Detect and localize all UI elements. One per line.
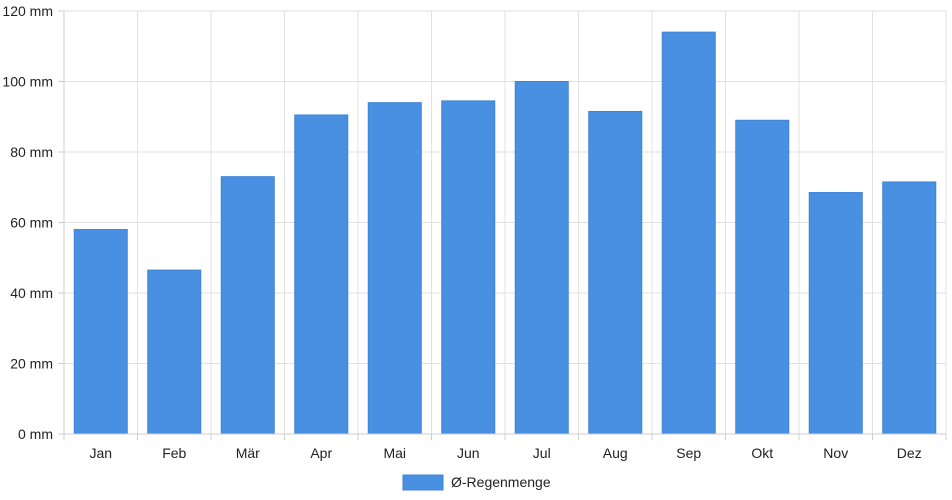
y-tick-label: 20 mm	[10, 356, 53, 372]
chart-legend[interactable]: Ø-Regenmenge	[402, 474, 551, 491]
bar-dez[interactable]	[882, 181, 937, 435]
bar-okt[interactable]	[735, 119, 790, 435]
bar-jan[interactable]	[73, 229, 128, 435]
y-tick-label: 100 mm	[2, 74, 53, 90]
x-tick-label: Aug	[603, 445, 628, 461]
x-tick-label: Apr	[310, 445, 332, 461]
bar-jun[interactable]	[441, 100, 496, 435]
x-tick-label: Dez	[897, 445, 922, 461]
x-tick-label: Jan	[89, 445, 112, 461]
x-tick-label: Jun	[457, 445, 480, 461]
legend-label: Ø-Regenmenge	[451, 474, 551, 490]
y-tick-label: 0 mm	[18, 426, 53, 442]
y-tick-label: 40 mm	[10, 285, 53, 301]
bar-series	[73, 31, 937, 435]
x-tick-label: Sep	[676, 445, 701, 461]
x-tick-label: Mär	[236, 445, 260, 461]
x-tick-label: Mai	[383, 445, 406, 461]
y-tick-label: 80 mm	[10, 144, 53, 160]
bar-jul[interactable]	[514, 81, 569, 435]
x-tick-label: Nov	[823, 445, 848, 461]
chart-grid	[64, 10, 947, 434]
chart-axes: 0 mm 20 mm 40 mm 60 mm 80 mm 100 mm 120 mm Jan F…	[2, 3, 947, 461]
bar-aug[interactable]	[588, 110, 643, 435]
bar-nov[interactable]	[808, 192, 863, 435]
y-tick-label: 120 mm	[2, 3, 53, 19]
bar-mär[interactable]	[220, 176, 275, 435]
bar-mai[interactable]	[367, 102, 422, 435]
bar-sep[interactable]	[661, 31, 716, 435]
x-tick-label: Jul	[533, 445, 551, 461]
bar-feb[interactable]	[147, 269, 202, 435]
legend-swatch	[402, 474, 444, 491]
x-tick-label: Feb	[162, 445, 186, 461]
x-tick-label: Okt	[751, 445, 773, 461]
bar-apr[interactable]	[294, 114, 349, 435]
y-tick-label: 60 mm	[10, 215, 53, 231]
